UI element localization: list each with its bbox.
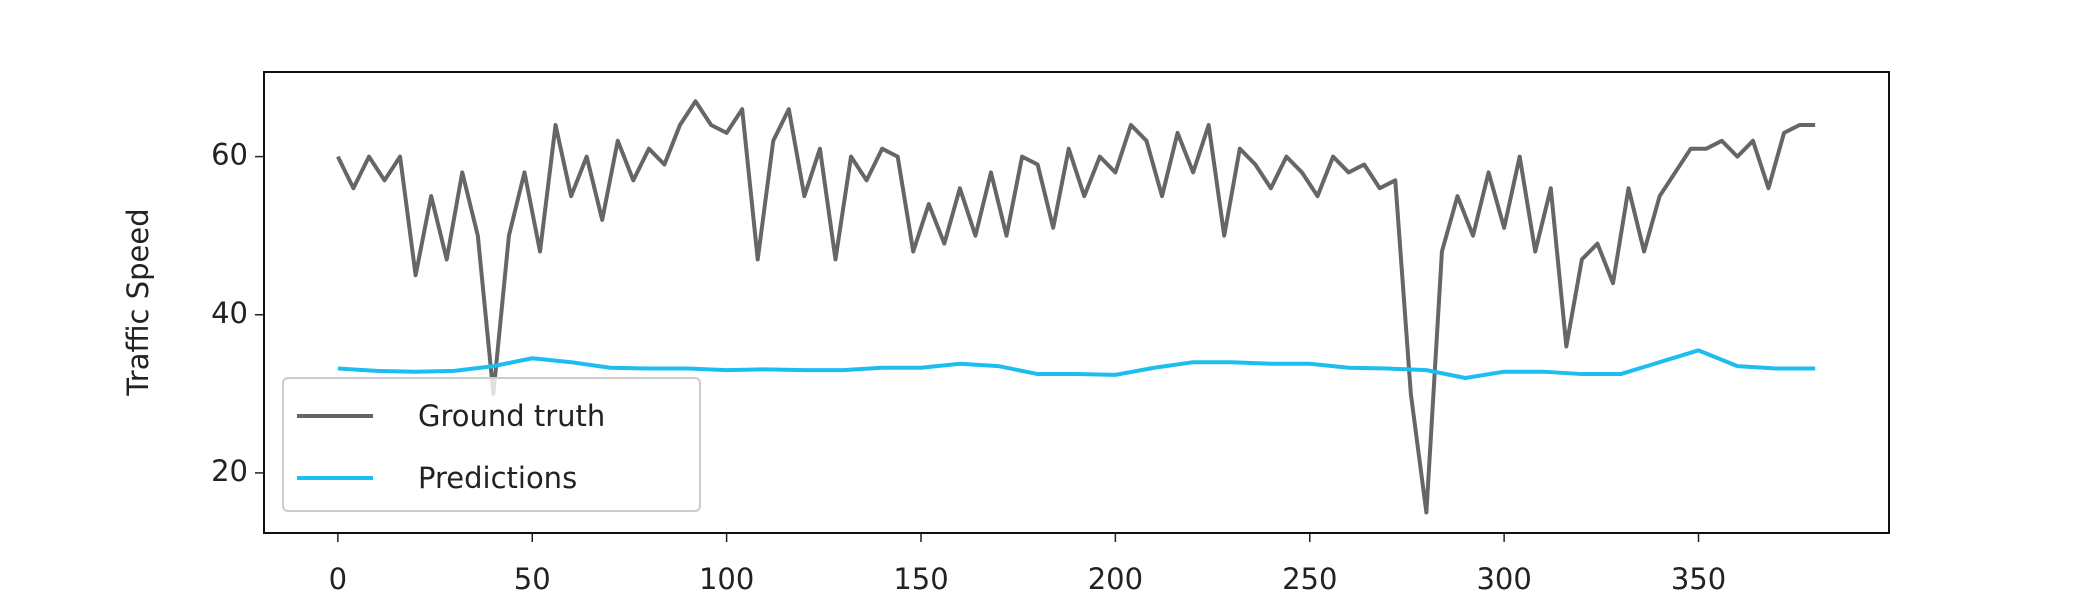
x-tick-label: 250 xyxy=(1282,562,1337,596)
plot-frame xyxy=(263,71,1890,534)
x-tick-label: 0 xyxy=(329,562,347,596)
x-tick-label: 350 xyxy=(1671,562,1726,596)
y-tick-label: 20 xyxy=(211,454,248,488)
legend-label: Predictions xyxy=(418,461,577,495)
x-tick-label: 100 xyxy=(699,562,754,596)
data-line xyxy=(337,348,1816,381)
x-tick-label: 50 xyxy=(514,562,551,596)
legend-label: Ground truth xyxy=(418,399,605,433)
y-tick-label: 40 xyxy=(211,296,248,330)
x-tick-label: 200 xyxy=(1088,562,1143,596)
y-axis-label: Traffic Speed xyxy=(121,208,155,396)
x-tick-label: 150 xyxy=(893,562,948,596)
y-tick-label: 60 xyxy=(211,138,248,172)
legend-box xyxy=(282,377,701,512)
x-tick-label: 300 xyxy=(1476,562,1531,596)
data-line xyxy=(336,99,1816,515)
